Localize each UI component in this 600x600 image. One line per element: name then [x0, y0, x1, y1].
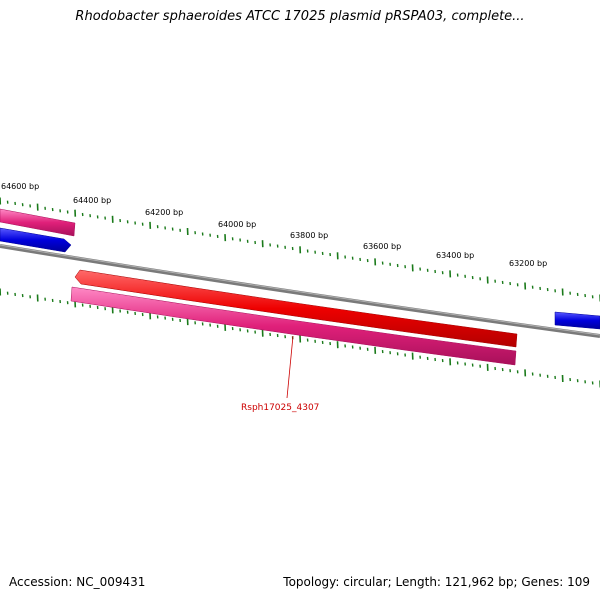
inner-tick-track — [0, 288, 600, 388]
tick-label-63400: 63400 bp — [436, 251, 474, 260]
map-title: Rhodobacter sphaeroides ATCC 17025 plasm… — [75, 9, 525, 24]
gene-label[interactable]: Rsph17025_4307 — [241, 403, 319, 413]
tick-label-63200: 63200 bp — [509, 259, 547, 268]
blue-feature-left[interactable] — [0, 227, 72, 253]
topology-summary: Topology: circular; Length: 121,962 bp; … — [283, 575, 590, 589]
tick-label-64200: 64200 bp — [145, 208, 183, 217]
blue-feature-right[interactable] — [554, 311, 600, 330]
gene-label-leader — [286, 335, 294, 399]
outer-tick-track — [0, 197, 600, 302]
gene-bar[interactable] — [70, 286, 517, 366]
tick-label-64000: 64000 bp — [218, 220, 256, 229]
cds-arrow[interactable] — [74, 269, 518, 348]
tick-label-64600: 64600 bp — [1, 182, 39, 191]
tick-label-64400: 64400 bp — [73, 196, 111, 205]
gene-feature-left[interactable] — [0, 208, 76, 237]
accession-text: Accession: NC_009431 — [9, 575, 146, 589]
tick-label-63600: 63600 bp — [363, 242, 401, 251]
plasmid-backbone — [0, 244, 600, 338]
tick-label-63800: 63800 bp — [290, 231, 328, 240]
